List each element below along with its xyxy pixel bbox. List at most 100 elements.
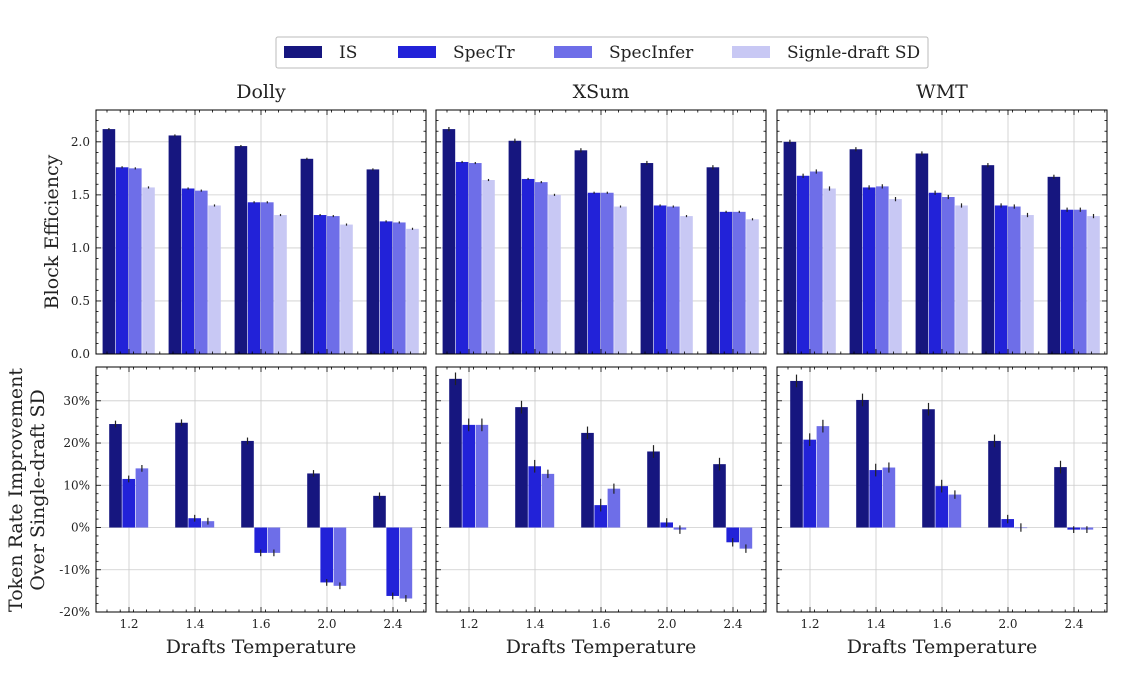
x-axis-label: Drafts Temperature (166, 636, 357, 658)
bar (469, 163, 482, 354)
bar (535, 182, 548, 354)
panels: 0.0 0.5 1.0 1.5 2.0 Dolly XSum WMT -20% -10% 0% 10%… (59, 81, 1108, 658)
bar (713, 464, 726, 528)
bar (267, 527, 281, 553)
bar (442, 129, 456, 354)
bar (882, 467, 896, 528)
bar (175, 422, 188, 528)
legend-swatch (284, 46, 322, 58)
bar (548, 194, 561, 354)
legend-swatch (732, 46, 770, 58)
x-tick-label: 1.6 (591, 617, 610, 631)
bar (109, 424, 122, 528)
y-tick-label: 10% (63, 478, 90, 492)
bar (607, 488, 621, 528)
bar (129, 168, 142, 354)
x-tick-label: 2.4 (723, 617, 742, 631)
bar (135, 468, 149, 528)
bar (188, 518, 201, 528)
bar (247, 202, 261, 354)
x-tick-label: 2.0 (657, 617, 676, 631)
bar (1021, 215, 1034, 354)
bar (449, 378, 462, 528)
bar (1001, 519, 1014, 528)
bar (739, 527, 753, 549)
bar (862, 187, 876, 354)
y-tick-label: -20% (59, 605, 90, 619)
bar (790, 380, 803, 528)
x-tick-label: 1.4 (185, 617, 204, 631)
y-tick-label: 0.0 (71, 347, 90, 361)
bar (823, 188, 836, 354)
x-tick-label: 1.2 (459, 617, 478, 631)
bar (948, 494, 962, 528)
panel-dolly: 0.0 0.5 1.0 1.5 2.0 Dolly (71, 81, 427, 361)
bar (340, 224, 353, 354)
y-tick-label: 0.5 (71, 294, 90, 308)
y-axis-label-bottom: Token Rate Improvement Over Single-draft … (5, 368, 49, 612)
x-tick-label: 1.4 (866, 617, 885, 631)
y-axis-label-top: Block Efficiency (41, 154, 63, 309)
x-tick-label: 1.6 (932, 617, 951, 631)
x-tick-label: 2.0 (998, 617, 1017, 631)
bar (581, 432, 594, 528)
bar (122, 478, 135, 528)
bar (320, 527, 333, 583)
legend-label: IS (339, 43, 357, 63)
bar (313, 215, 327, 354)
bar (981, 165, 995, 354)
bar (366, 169, 380, 354)
bar (115, 167, 129, 354)
legend-frame (275, 36, 929, 69)
legend-swatch (398, 46, 436, 58)
bar (482, 180, 495, 354)
panel-xsum: XSum (435, 81, 767, 355)
y-tick-label: -10% (59, 563, 90, 577)
x-tick-label: 1.2 (800, 617, 819, 631)
x-tick-label: 1.4 (525, 617, 544, 631)
x-tick-label: 2.4 (383, 617, 402, 631)
x-tick-label: 2.0 (317, 617, 336, 631)
y-tick-label: 0% (71, 521, 90, 535)
bar (1060, 209, 1074, 354)
bar (181, 188, 195, 354)
bar (706, 167, 720, 354)
bar (653, 205, 667, 354)
bar (168, 135, 182, 354)
bar (988, 440, 1001, 528)
y-tick-label: 20% (63, 436, 90, 450)
bar (142, 187, 155, 354)
bar (680, 216, 693, 354)
x-tick-label: 1.6 (251, 617, 270, 631)
bar (796, 175, 810, 354)
bar (915, 153, 929, 354)
bar (373, 495, 386, 528)
bar (876, 186, 889, 354)
bar (475, 424, 489, 528)
legend-swatch (554, 46, 592, 58)
bar (406, 228, 419, 354)
bar (614, 206, 627, 354)
bar (942, 196, 955, 354)
bar (307, 473, 320, 528)
bar (208, 205, 221, 354)
panel-wmt: WMT (776, 81, 1108, 355)
bar (1008, 206, 1021, 354)
bar (810, 171, 823, 354)
bar (541, 473, 555, 528)
bar (955, 205, 968, 354)
legend-label: SpecInfer (609, 43, 694, 63)
legend-label: Signle-draft SD (787, 43, 920, 63)
x-tick-label: 2.4 (1064, 617, 1083, 631)
bar (928, 192, 942, 354)
bar (195, 190, 208, 354)
bar (922, 409, 935, 528)
bar (254, 527, 267, 553)
bar (869, 470, 882, 528)
bar (647, 451, 660, 528)
y-tick-label: 1.0 (71, 241, 90, 255)
x-axis-label: Drafts Temperature (506, 636, 697, 658)
panel-improvement-2: 1.2 1.4 1.6 2.0 2.4 Drafts Temperature (435, 366, 767, 658)
y-axis-label-line: Token Rate Improvement (5, 368, 27, 612)
panel-title: WMT (916, 81, 968, 103)
